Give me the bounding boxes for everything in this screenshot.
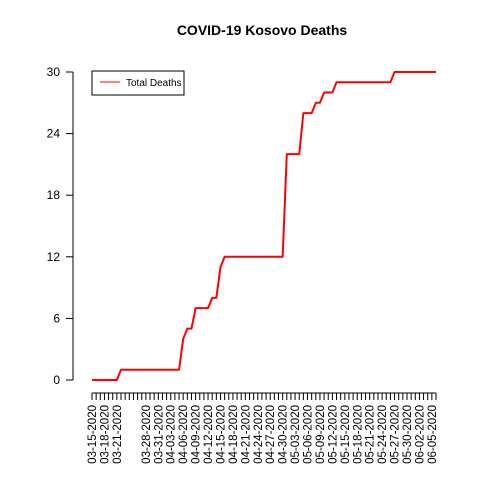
x-tick-label: 03-21-2020 [112, 405, 124, 464]
x-axis: 03-15-2020 03-18-2020 03-21-2020 03-28-2020… [87, 392, 439, 464]
y-tick-label: 12 [47, 250, 61, 264]
x-tick-label: 04-18-2020 [228, 405, 240, 464]
x-tick-label: 03-18-2020 [99, 405, 111, 464]
x-tick-label: 05-27-2020 [390, 405, 402, 464]
x-tick-label: 06-02-2020 [414, 405, 426, 464]
legend-label: Total Deaths [126, 78, 182, 89]
y-tick-label: 24 [47, 127, 61, 141]
x-tick-label: 04-03-2020 [166, 405, 178, 464]
x-tick-label: 05-24-2020 [377, 405, 389, 464]
x-tick-label: 05-21-2020 [365, 405, 377, 464]
legend-box [91, 70, 185, 96]
x-tick-label: 04-24-2020 [253, 405, 265, 464]
chart-title: COVID-19 Kosovo Deaths [177, 22, 348, 38]
y-axis: 0 6 12 18 24 30 [47, 65, 74, 387]
x-tick-label: 04-15-2020 [215, 405, 227, 464]
y-tick-label: 6 [53, 311, 60, 325]
x-tick-label: 05-06-2020 [303, 405, 315, 464]
series-line-total-deaths [92, 71, 436, 381]
y-tick-label: 30 [47, 65, 61, 79]
x-tick-label: 04-30-2020 [278, 405, 290, 464]
x-tick-label: 05-09-2020 [315, 405, 327, 464]
x-tick-label: 05-15-2020 [340, 405, 352, 464]
x-tick-label: 03-28-2020 [141, 405, 153, 464]
x-tick-label: 03-31-2020 [153, 405, 165, 464]
x-tick-label: 04-09-2020 [191, 405, 203, 464]
x-tick-label: 05-12-2020 [327, 405, 339, 464]
x-tick-label: 04-27-2020 [265, 405, 277, 464]
x-tick-label: 04-06-2020 [178, 405, 190, 464]
legend: Total Deaths [91, 70, 185, 96]
y-tick-label: 0 [53, 373, 60, 387]
x-tick-label: 04-21-2020 [240, 405, 252, 464]
x-tick-label: 06-05-2020 [427, 405, 439, 464]
x-tick-label: 03-15-2020 [87, 405, 99, 464]
x-tick-label: 05-18-2020 [352, 405, 364, 464]
x-tick-label: 04-12-2020 [203, 405, 215, 464]
plot-area [92, 71, 436, 381]
x-tick-label: 05-30-2020 [402, 405, 414, 464]
x-tick-label: 05-03-2020 [290, 405, 302, 464]
y-tick-label: 18 [47, 188, 61, 202]
